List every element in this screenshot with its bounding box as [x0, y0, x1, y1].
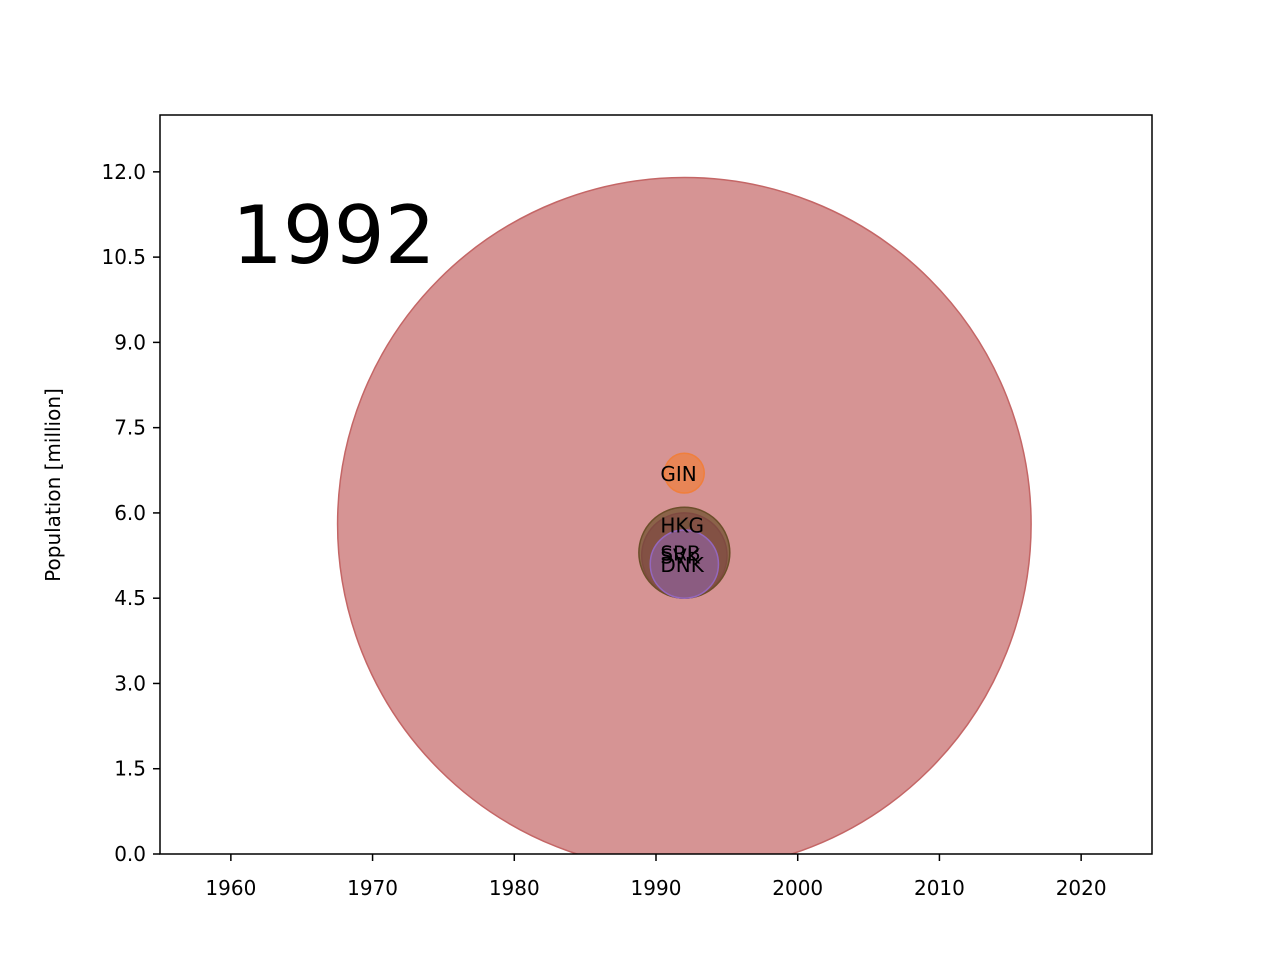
- bubble-label-hkg: HKG: [660, 513, 704, 537]
- x-tick-label: 2000: [772, 876, 823, 900]
- y-tick-label: 9.0: [114, 330, 146, 354]
- y-tick-label: 3.0: [114, 671, 146, 695]
- x-tick-label: 1970: [347, 876, 398, 900]
- y-axis-label: Population [million]: [41, 388, 65, 582]
- bubble-label-srb: SRB: [660, 542, 700, 566]
- y-tick-label: 0.0: [114, 842, 146, 866]
- y-tick-label: 1.5: [114, 757, 146, 781]
- y-tick-label: 7.5: [114, 416, 146, 440]
- x-tick-label: 1960: [205, 876, 256, 900]
- bubble-label-svk: SVK: [660, 545, 700, 569]
- y-tick-label: 6.0: [114, 501, 146, 525]
- x-axis: 1960 1970 1980 1990 2000 2010 2020: [205, 854, 1107, 900]
- y-tick-label: 12.0: [101, 160, 146, 184]
- y-tick-label: 4.5: [114, 586, 146, 610]
- x-tick-label: 1990: [631, 876, 682, 900]
- bubble-dnk: [649, 529, 720, 599]
- y-axis: 0.0 1.5 3.0 4.5 6.0 7.5 9.0 10.5 12.0: [101, 160, 160, 866]
- y-tick-label: 10.5: [101, 245, 146, 269]
- year-annotation: 1992: [232, 189, 436, 282]
- x-tick-label: 2020: [1056, 876, 1107, 900]
- bubble-label-dnk: DNK: [660, 553, 704, 577]
- bubble-gin: [663, 452, 705, 494]
- x-tick-label: 1980: [489, 876, 540, 900]
- x-tick-label: 2010: [914, 876, 965, 900]
- bubble-label-gin: GIN: [660, 462, 696, 486]
